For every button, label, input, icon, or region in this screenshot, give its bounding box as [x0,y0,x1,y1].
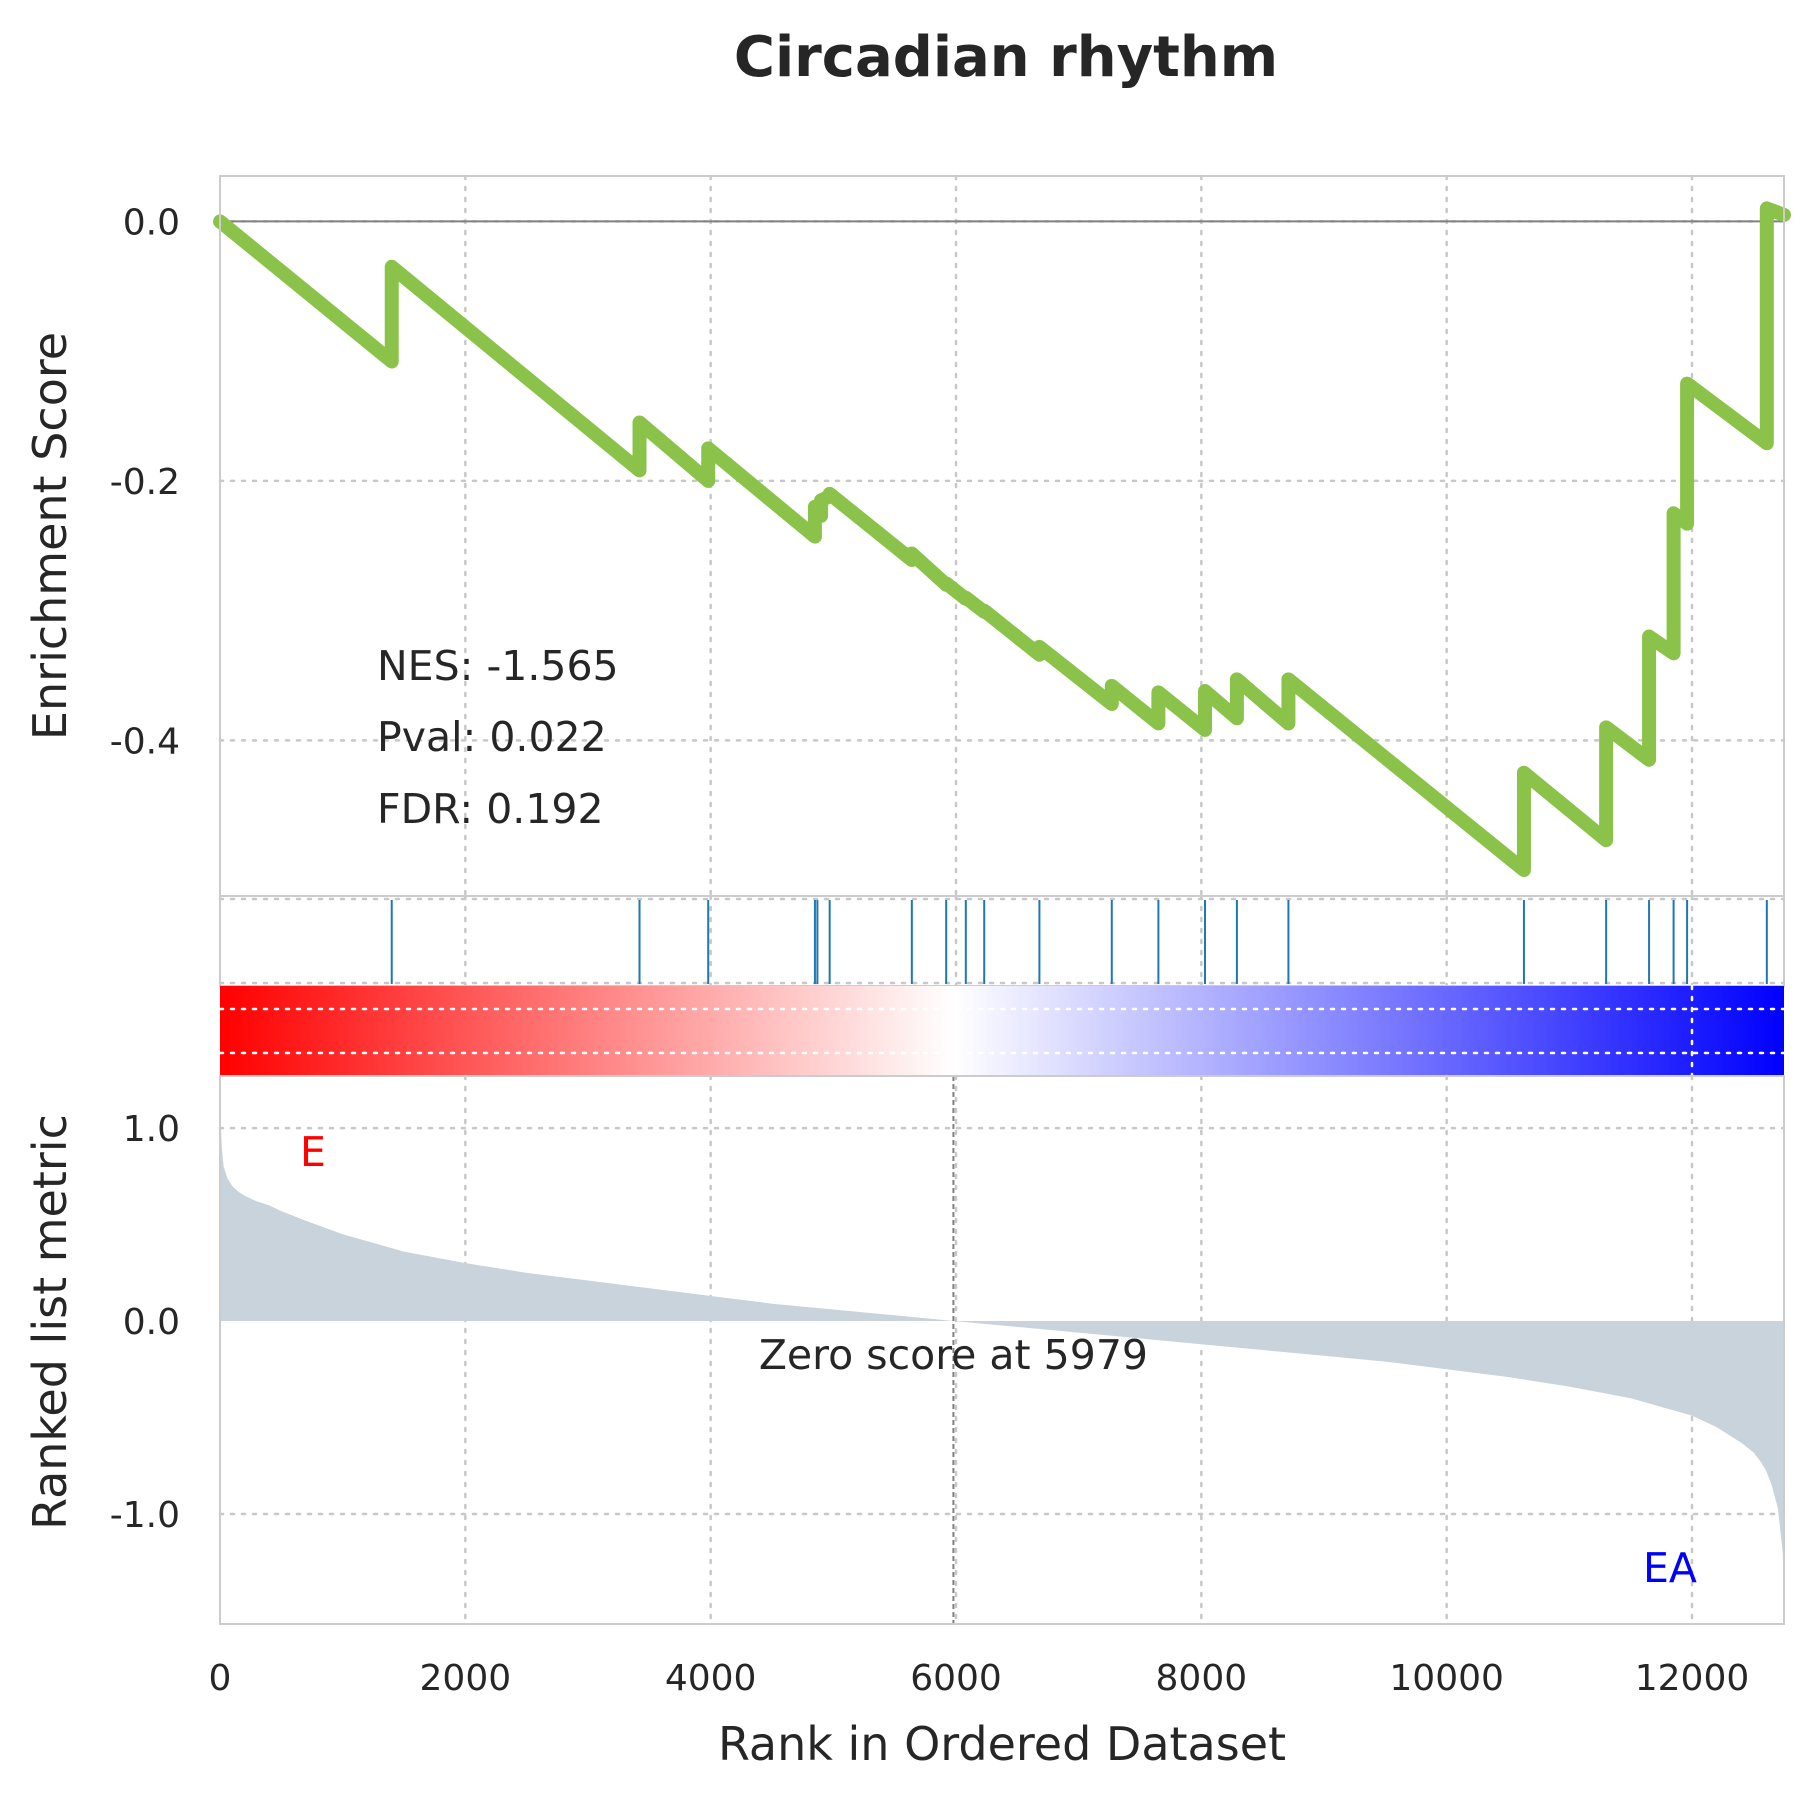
x-axis-ticks: 0 2000 4000 6000 8000 10000 12000 [209,1658,1750,1699]
hits-grid [218,894,1786,988]
enrichment-y-ticks: 0.0 -0.2 -0.4 [110,202,180,762]
x-tick-label: 0 [209,1658,232,1699]
x-tick-label: 8000 [1156,1658,1248,1699]
nes-annotation: NES: -1.565 [377,642,619,690]
x-axis-label: Rank in Ordered Dataset [718,1717,1286,1771]
color-bar-panel [218,984,1786,1078]
x-tick-label: 6000 [910,1658,1002,1699]
rank-color-gradient [220,986,1784,1076]
enrichment-panel: 0.0 -0.2 -0.4 NES: -1.565 Pval: 0.022 FDR:… [110,174,1791,898]
ranked-metric-panel: Zero score at 5979 E EA 1.0 0.0 -1.0 0 2000… [110,1074,1786,1699]
enrichment-y-axis-label: Enrichment Score [23,332,77,740]
x-tick-label: 2000 [420,1658,512,1699]
x-tick-label: 10000 [1389,1658,1504,1699]
ranked-y-tick-label: 1.0 [123,1109,180,1150]
fdr-annotation: FDR: 0.192 [377,785,604,833]
hits-frame [219,895,1785,987]
ranked-metric-area [220,1079,1784,1611]
hits-panel [218,894,1786,988]
enrichment-score-line [213,201,1791,878]
ranked-metric-frame [219,1075,1785,1625]
ranked-y-tick-label: -1.0 [110,1495,180,1536]
x-tick-label: 12000 [1635,1658,1750,1699]
enrichment-y-tick-label: 0.0 [123,202,180,243]
positive-phenotype-label: E [300,1128,326,1176]
ranked-metric-y-ticks: 1.0 0.0 -1.0 [110,1109,180,1536]
enrichment-y-tick-label: -0.4 [110,721,180,762]
zero-score-label: Zero score at 5979 [759,1331,1148,1379]
ranked-y-tick-label: 0.0 [123,1302,180,1343]
chart-title: Circadian rhythm [734,25,1278,90]
pval-annotation: Pval: 0.022 [377,713,607,761]
ranked-metric-y-axis-label: Ranked list metric [23,1114,77,1530]
negative-phenotype-label: EA [1643,1544,1697,1592]
x-tick-label: 4000 [665,1658,757,1699]
enrichment-y-tick-label: -0.2 [110,462,180,503]
hit-lines [390,900,1768,984]
